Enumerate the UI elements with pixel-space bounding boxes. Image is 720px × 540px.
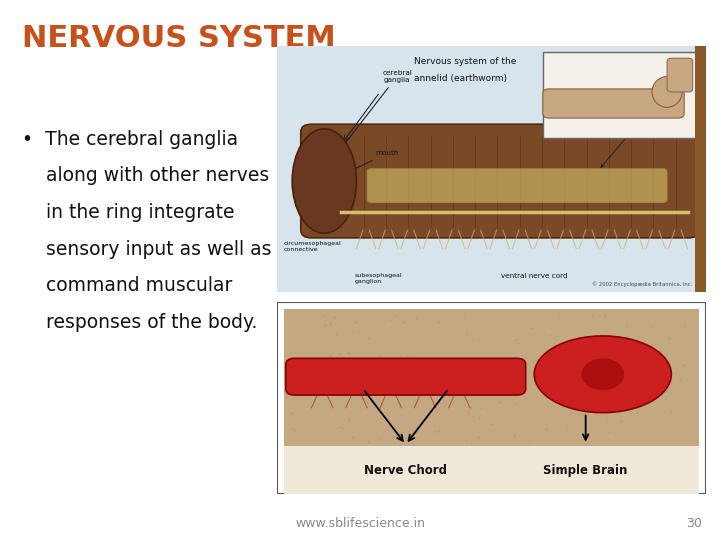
Ellipse shape <box>652 77 682 107</box>
Text: responses of the body.: responses of the body. <box>22 313 257 332</box>
Ellipse shape <box>581 359 624 390</box>
Text: mouth: mouth <box>326 151 399 183</box>
Bar <box>695 46 706 292</box>
FancyBboxPatch shape <box>286 359 526 395</box>
Text: NERVOUS SYSTEM: NERVOUS SYSTEM <box>22 24 336 53</box>
Text: Simple Brain: Simple Brain <box>544 464 628 477</box>
Text: www.sblifescience.in: www.sblifescience.in <box>295 517 425 530</box>
Text: Nerve Chord: Nerve Chord <box>364 464 447 477</box>
Text: along with other nerves: along with other nerves <box>22 166 269 185</box>
Text: subesophageal
ganglion: subesophageal ganglion <box>354 273 402 284</box>
FancyBboxPatch shape <box>543 89 684 118</box>
Text: •  The cerebral ganglia: • The cerebral ganglia <box>22 130 238 148</box>
FancyBboxPatch shape <box>667 58 693 92</box>
Text: Nervous system of the: Nervous system of the <box>414 57 517 66</box>
Text: cerebral
ganglia: cerebral ganglia <box>340 70 412 150</box>
Text: annelid (earthworm): annelid (earthworm) <box>414 73 508 83</box>
Text: command muscular: command muscular <box>22 276 232 295</box>
Ellipse shape <box>534 336 671 413</box>
Text: 30: 30 <box>686 517 702 530</box>
Text: circumesophageal
connective: circumesophageal connective <box>284 241 341 252</box>
Text: gut: gut <box>601 117 647 167</box>
Text: ventral nerve cord: ventral nerve cord <box>501 273 567 279</box>
FancyBboxPatch shape <box>367 168 667 202</box>
Bar <box>284 309 699 446</box>
Bar <box>543 52 701 138</box>
FancyBboxPatch shape <box>301 124 699 238</box>
Ellipse shape <box>292 129 356 233</box>
Text: in the ring integrate: in the ring integrate <box>22 203 234 222</box>
Text: © 2002 Encyclopædia Britannica, Inc.: © 2002 Encyclopædia Britannica, Inc. <box>593 281 693 287</box>
Text: sensory input as well as: sensory input as well as <box>22 240 271 259</box>
Bar <box>284 446 699 494</box>
